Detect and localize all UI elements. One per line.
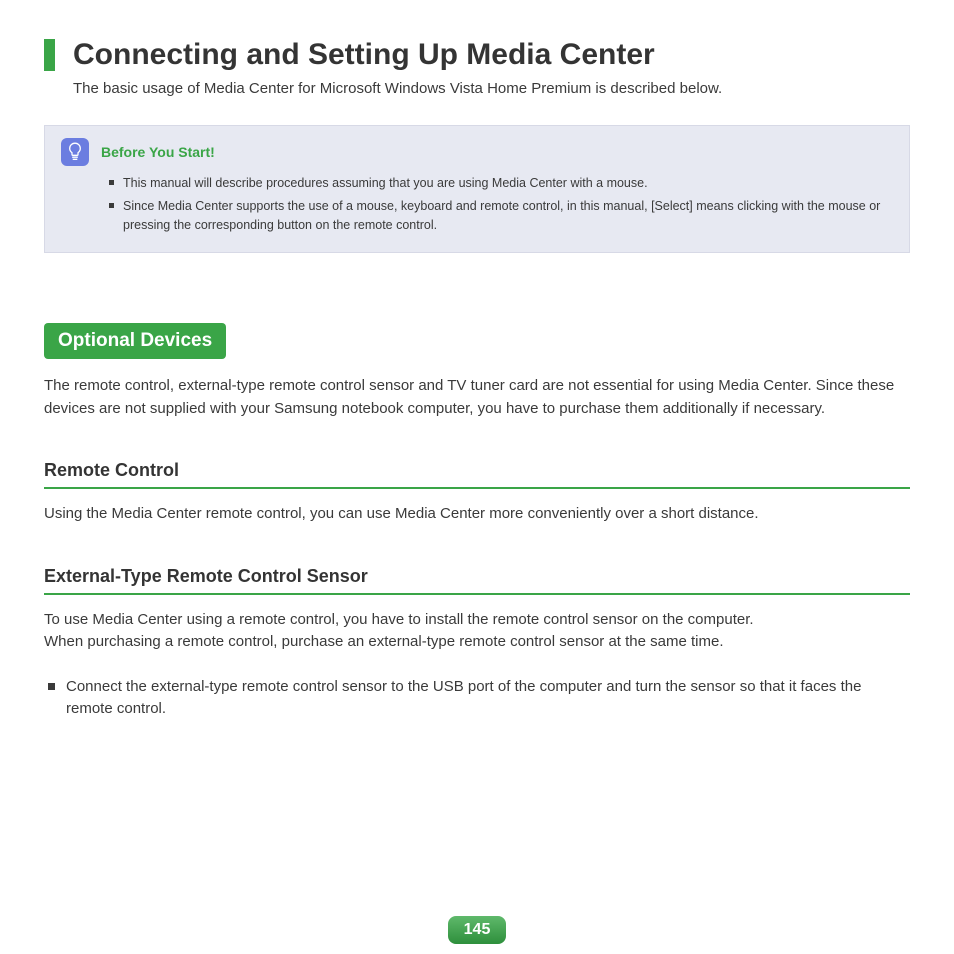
before-you-start-callout: Before You Start! This manual will descr… [44,125,910,253]
document-page: Connecting and Setting Up Media Center T… [0,0,954,954]
external-sensor-bullets: Connect the external-type remote control… [44,676,910,721]
callout-header: Before You Start! [61,138,893,166]
subbody-line: To use Media Center using a remote contr… [44,611,754,628]
lightbulb-icon [61,138,89,166]
title-row: Connecting and Setting Up Media Center [44,38,910,72]
callout-item: This manual will describe procedures ass… [109,174,893,193]
page-subtitle: The basic usage of Media Center for Micr… [73,80,910,97]
subbody-line: When purchasing a remote control, purcha… [44,633,724,650]
section-badge-optional-devices: Optional Devices [44,323,226,359]
subheading-remote-control: Remote Control [44,460,910,489]
callout-item: Since Media Center supports the use of a… [109,197,893,235]
title-accent-bar [44,39,55,71]
callout-list: This manual will describe procedures ass… [109,174,893,234]
subheading-external-sensor: External-Type Remote Control Sensor [44,566,910,595]
section-body: The remote control, external-type remote… [44,375,910,420]
page-number: 145 [448,916,506,944]
list-item: Connect the external-type remote control… [44,676,910,721]
subbody-external-sensor: To use Media Center using a remote contr… [44,609,910,654]
page-number-container: 145 [0,916,954,944]
subbody-remote-control: Using the Media Center remote control, y… [44,503,910,526]
callout-title: Before You Start! [101,144,215,160]
page-title: Connecting and Setting Up Media Center [73,38,655,72]
